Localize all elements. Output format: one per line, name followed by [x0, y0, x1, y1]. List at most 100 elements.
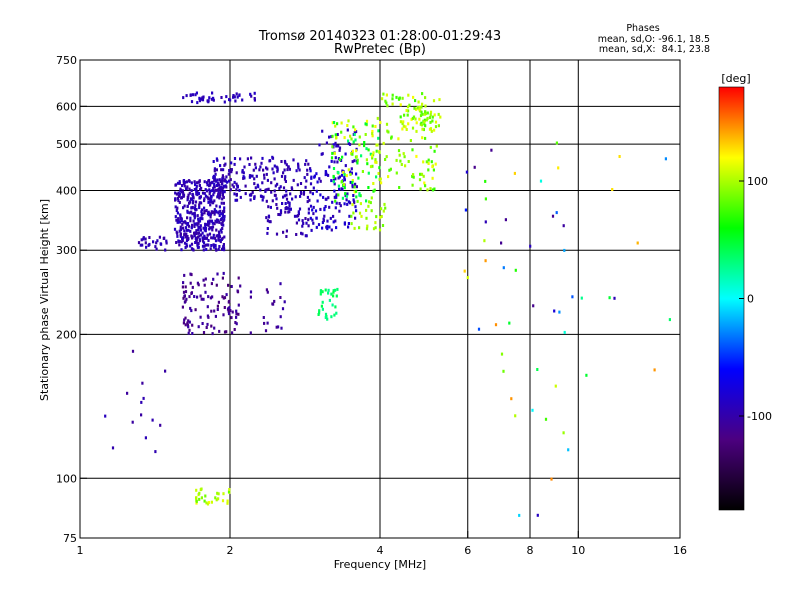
data-point: [403, 155, 406, 159]
data-point: [347, 225, 350, 229]
data-point: [199, 97, 202, 101]
data-point: [284, 202, 287, 205]
data-point: [174, 191, 177, 195]
data-point: [126, 391, 129, 395]
data-point: [302, 192, 305, 196]
data-point: [217, 492, 220, 496]
data-point: [613, 296, 616, 300]
data-point: [275, 232, 279, 236]
data-point: [421, 112, 424, 116]
data-point: [188, 211, 191, 215]
data-point: [382, 209, 385, 213]
data-point: [260, 161, 263, 165]
data-point: [429, 145, 432, 149]
data-point: [203, 244, 206, 248]
data-point: [271, 302, 274, 306]
data-point: [139, 243, 142, 247]
data-point: [358, 193, 361, 197]
data-point: [261, 181, 264, 185]
data-point: [377, 136, 380, 140]
data-point: [206, 233, 209, 237]
data-point: [567, 448, 570, 452]
data-point: [189, 272, 192, 276]
data-point: [203, 180, 206, 184]
data-point: [401, 96, 404, 100]
data-point: [353, 226, 356, 230]
phases-x-stats: mean, sd,X: 84.1, 23.8: [599, 44, 710, 55]
data-point: [220, 230, 223, 234]
data-point: [293, 214, 297, 218]
data-point: [222, 243, 225, 246]
data-point: [365, 208, 368, 212]
data-point: [387, 175, 390, 179]
data-point: [164, 369, 167, 373]
data-point: [433, 113, 436, 117]
data-point: [563, 330, 566, 334]
data-point: [250, 94, 253, 98]
data-point: [331, 151, 334, 155]
data-point: [340, 130, 343, 134]
data-point: [222, 271, 225, 275]
x-tick-label: 6: [464, 544, 471, 557]
data-point: [294, 195, 297, 199]
data-point: [174, 215, 177, 219]
data-point: [376, 116, 379, 120]
data-point: [327, 196, 330, 200]
data-point: [319, 193, 322, 197]
data-point: [151, 418, 154, 422]
data-point: [204, 227, 208, 230]
data-point: [221, 197, 224, 201]
data-point: [356, 158, 359, 162]
data-point: [218, 186, 221, 190]
data-point: [220, 212, 223, 216]
data-point: [262, 195, 265, 199]
data-point: [242, 175, 245, 179]
data-point: [334, 206, 337, 210]
data-point: [191, 201, 195, 205]
data-point: [381, 224, 385, 227]
data-point: [215, 248, 218, 252]
data-point: [219, 180, 222, 184]
data-point: [226, 180, 229, 184]
data-point: [291, 197, 294, 201]
data-point: [322, 219, 325, 223]
data-point: [198, 206, 201, 210]
data-point: [215, 168, 218, 172]
data-point: [193, 188, 196, 191]
data-point: [430, 129, 433, 133]
data-point: [386, 104, 389, 108]
data-point: [179, 228, 183, 232]
data-point: [206, 243, 209, 247]
x-tick-label: 1: [77, 544, 84, 557]
data-point: [248, 163, 251, 166]
data-point: [230, 285, 233, 288]
data-point: [175, 218, 178, 222]
x-axis-label: Frequency [MHz]: [334, 558, 426, 571]
data-point: [315, 172, 318, 176]
data-point: [354, 216, 357, 220]
data-point: [198, 184, 201, 188]
data-point: [279, 282, 282, 286]
data-point: [317, 313, 320, 316]
data-point: [327, 291, 330, 295]
data-point: [253, 91, 256, 95]
data-point: [544, 417, 548, 421]
data-point: [353, 131, 356, 135]
data-point: [190, 242, 194, 246]
data-point: [429, 187, 432, 191]
data-point: [217, 193, 220, 197]
data-point: [332, 180, 335, 184]
data-point: [433, 187, 436, 191]
data-point: [196, 214, 199, 218]
data-point: [557, 166, 560, 170]
data-point: [205, 501, 208, 505]
data-point: [355, 209, 358, 213]
data-point: [192, 196, 195, 200]
data-point: [395, 158, 398, 162]
data-point: [190, 189, 193, 193]
data-point: [315, 225, 318, 229]
data-point: [202, 241, 206, 245]
data-point: [404, 125, 407, 129]
data-point: [192, 199, 195, 203]
data-point: [563, 248, 566, 252]
